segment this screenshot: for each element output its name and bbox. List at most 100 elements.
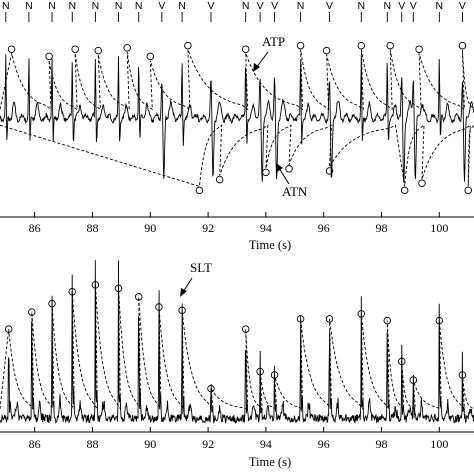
top-ecg-line (0, 54, 474, 183)
bottom-peak-marker (48, 299, 56, 308)
top-x-ticks: 86 88 90 92 94 96 98 100 (29, 212, 448, 235)
x-tick-label: 100 (430, 437, 448, 451)
x-tick-label: 98 (376, 437, 388, 451)
bottom-peak-marker (155, 303, 163, 311)
beat-label: N (25, 0, 33, 12)
beat-label: N (383, 0, 391, 12)
bottom-peak-marker (28, 308, 36, 316)
beat-label: N (135, 0, 143, 12)
bottom-peak-marker (357, 310, 366, 318)
atn-arrow (278, 167, 290, 185)
atp-annotation: ATP (253, 34, 285, 72)
top-positive-peak-marker (241, 45, 250, 53)
bottom-x-ticks: 86 88 90 92 94 96 98 100 (29, 427, 448, 451)
top-positive-peak-marker (415, 45, 423, 53)
top-negative-peak-marker (418, 179, 426, 187)
atp-arrowhead (253, 63, 260, 72)
top-positive-peak-marker (322, 46, 331, 55)
atn-annotation: ATN (276, 163, 308, 199)
bottom-slope-threshold-line (0, 284, 474, 411)
beat-label: N (68, 0, 76, 12)
top-negative-peak-marker (325, 167, 334, 175)
x-tick-label: 90 (144, 221, 156, 235)
top-negative-peak-marker (464, 186, 472, 195)
bottom-peak-marker (256, 367, 264, 376)
top-positive-peak-marker (94, 46, 103, 55)
bottom-peak-marker (178, 306, 186, 315)
beat-label: V (398, 0, 405, 12)
x-tick-label: 88 (86, 437, 98, 451)
top-negative-peak-marker (195, 186, 204, 195)
beat-label: V (410, 0, 417, 12)
x-tick-label: 94 (260, 437, 272, 451)
bottom-peak-marker (68, 287, 77, 296)
beat-label: N (178, 0, 186, 12)
x-tick-label: 100 (430, 221, 448, 235)
bottom-peak-marker (114, 284, 123, 293)
beat-label: V (158, 0, 165, 12)
beat-label: V (459, 0, 466, 12)
bottom-peak-marker (458, 371, 467, 379)
x-tick-label: 88 (86, 221, 98, 235)
x-tick-label: 96 (318, 437, 330, 451)
slt-annotation: SLT (180, 260, 212, 297)
x-tick-label: 98 (376, 221, 388, 235)
top-positive-peak-marker (184, 41, 192, 50)
x-tick-label: 86 (29, 437, 41, 451)
top-positive-peak-marker (123, 44, 131, 52)
top-negative-peak-marker (262, 168, 270, 177)
beat-label: N (436, 0, 444, 12)
beat-label: N (92, 0, 100, 12)
x-tick-label: 92 (202, 437, 214, 451)
atp-label: ATP (262, 34, 285, 49)
beat-label: V (207, 0, 214, 12)
atn-arrowhead (276, 163, 283, 172)
top-positive-peak-marker (458, 41, 467, 50)
beat-label: V (326, 0, 333, 12)
bottom-xlabel: Time (s) (249, 455, 291, 469)
beat-label: N (48, 0, 56, 12)
x-tick-label: 92 (202, 221, 214, 235)
beat-label: V (257, 0, 264, 12)
bottom-peak-marker (91, 281, 100, 289)
bottom-peak-marker (207, 384, 215, 393)
top-positive-peak-marker (296, 41, 305, 50)
bottom-peak-marker (296, 315, 305, 323)
x-tick-label: 94 (260, 221, 272, 235)
top-positive-peak-marker (357, 41, 366, 50)
bottom-envelope-line (0, 260, 474, 425)
bottom-peak-marker (409, 376, 418, 384)
top-positive-peak-marker (386, 41, 394, 50)
bottom-peak-marker (435, 316, 444, 325)
atn-label: ATN (282, 184, 308, 199)
atp-arrow (255, 51, 269, 69)
x-tick-label: 90 (144, 437, 156, 451)
slt-label: SLT (190, 260, 212, 275)
x-tick-label: 96 (318, 221, 330, 235)
beat-label: N (115, 0, 123, 12)
bottom-peak-marker (383, 316, 392, 325)
bottom-peak-marker (397, 357, 406, 366)
beat-label: N (242, 0, 250, 12)
beat-label: N (297, 0, 305, 12)
x-tick-label: 86 (29, 221, 41, 235)
top-negative-peak-marker (285, 165, 293, 173)
beat-label: N (357, 0, 365, 12)
beat-label: N (2, 0, 10, 12)
top-negative-peak-marker (215, 175, 224, 184)
top-positive-threshold-line (0, 49, 474, 111)
top-xlabel: Time (s) (249, 238, 291, 252)
bottom-peak-marker (4, 325, 13, 333)
beat-label: V (271, 0, 278, 12)
top-positive-peak-marker (71, 45, 79, 53)
slt-arrow (182, 277, 193, 293)
slt-arrowhead (180, 288, 187, 297)
bottom-traces (0, 260, 474, 425)
bottom-panel: 86 88 90 92 94 96 98 100 Time (s) SLT (0, 260, 474, 469)
top-traces (0, 41, 474, 195)
top-negative-peak-marker (400, 186, 409, 195)
top-negative-threshold-line (0, 124, 474, 187)
bottom-peak-marker (270, 371, 279, 379)
